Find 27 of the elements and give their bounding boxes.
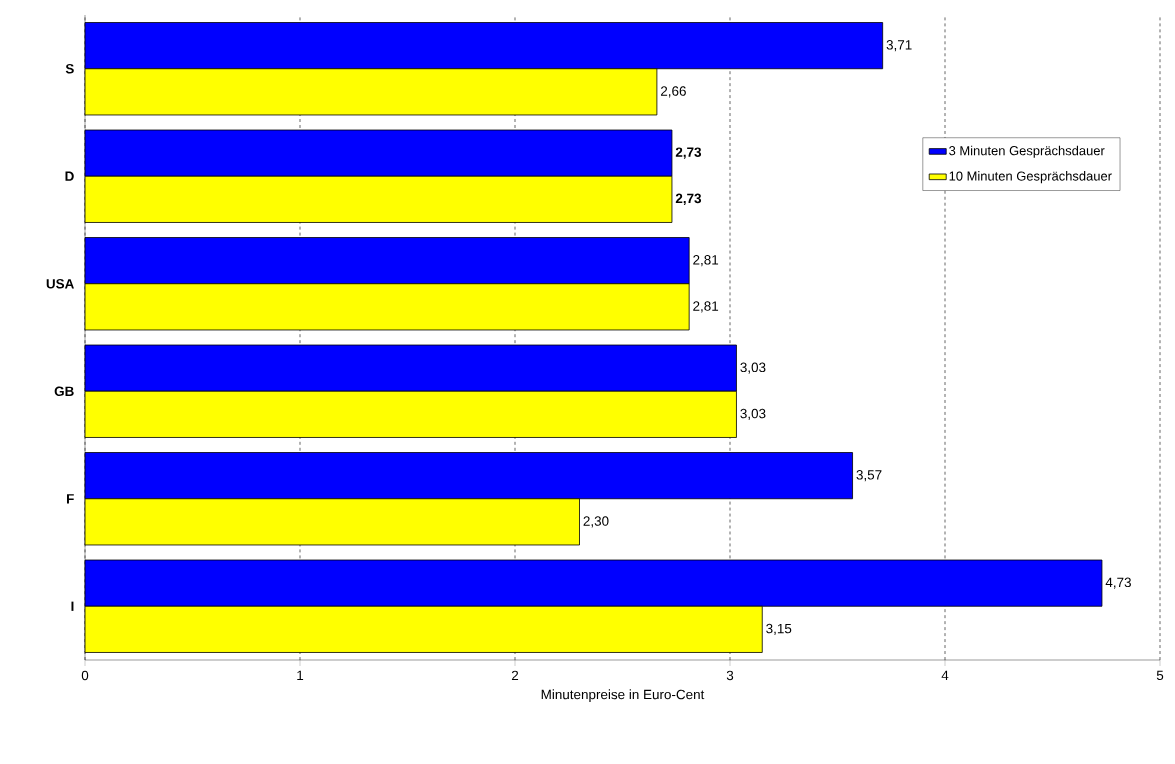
data-label: 2,73 [675, 147, 702, 159]
data-label: 4,73 [1105, 577, 1131, 589]
data-label: 2,30 [583, 516, 609, 528]
y-tick-label: S [65, 63, 74, 74]
x-tick-label: 3 [726, 670, 734, 681]
data-label: 3,15 [766, 623, 792, 635]
x-tick-label: 5 [1156, 670, 1164, 681]
legend-label: 10 Minuten Gesprächsdauer [949, 171, 1112, 184]
data-label: 3,03 [740, 408, 766, 420]
y-tick-label: F [67, 494, 74, 504]
data-label: 2,81 [693, 255, 719, 267]
y-tick-label: D [65, 171, 74, 181]
legend-label: 3 Minuten Gesprächsdauer [949, 145, 1105, 158]
data-label: 2,81 [693, 301, 719, 313]
x-tick-label: 4 [941, 670, 949, 680]
x-tick-label: 1 [297, 670, 304, 680]
x-tick-label: 0 [81, 670, 89, 681]
data-label: 3,71 [886, 40, 912, 52]
x-axis-title: Minutenpreise in Euro-Cent [541, 689, 705, 702]
data-label: 2,66 [660, 86, 686, 98]
y-tick-label: GB [54, 386, 74, 396]
y-tick-label: USA [46, 278, 74, 289]
data-label: 3,03 [740, 362, 766, 374]
data-label: 2,73 [675, 193, 702, 206]
data-label: 3,57 [856, 470, 882, 482]
x-tick-label: 2 [511, 670, 519, 681]
y-tick-label: I [71, 601, 74, 611]
